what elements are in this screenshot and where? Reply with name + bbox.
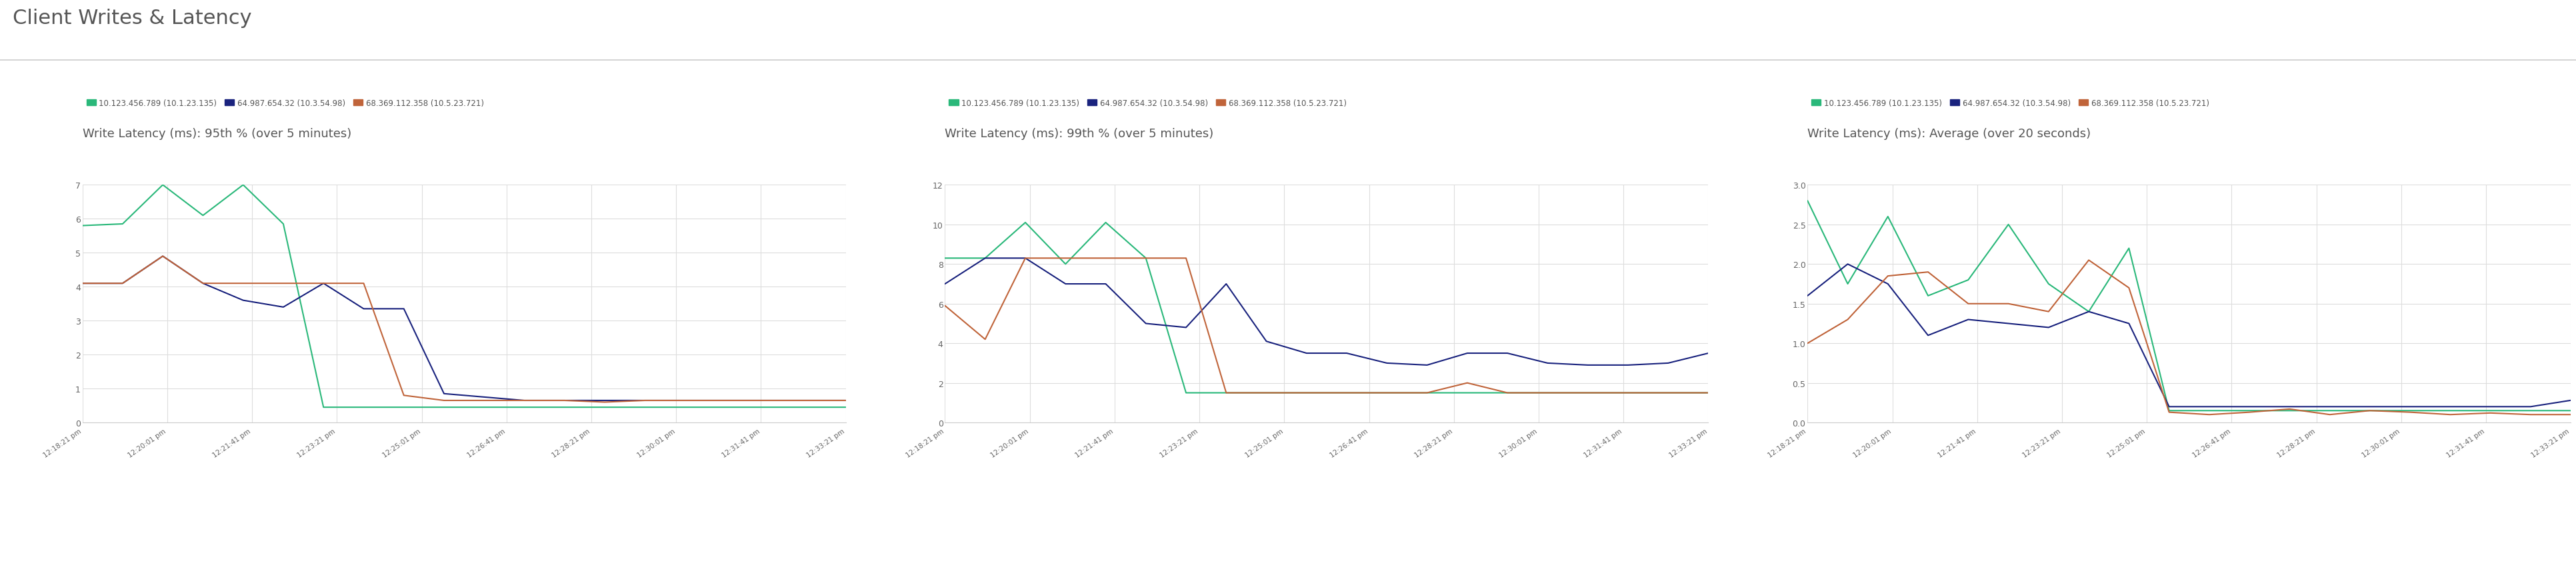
Text: Write Latency (ms): 99th % (over 5 minutes): Write Latency (ms): 99th % (over 5 minut… — [945, 128, 1213, 140]
Legend: 10.123.456.789 (10.1.23.135), 64.987.654.32 (10.3.54.98), 68.369.112.358 (10.5.2: 10.123.456.789 (10.1.23.135), 64.987.654… — [88, 99, 484, 108]
Text: Write Latency (ms): Average (over 20 seconds): Write Latency (ms): Average (over 20 sec… — [1808, 128, 2092, 140]
Text: Write Latency (ms): 95th % (over 5 minutes): Write Latency (ms): 95th % (over 5 minut… — [82, 128, 350, 140]
Legend: 10.123.456.789 (10.1.23.135), 64.987.654.32 (10.3.54.98), 68.369.112.358 (10.5.2: 10.123.456.789 (10.1.23.135), 64.987.654… — [948, 99, 1347, 108]
Text: Client Writes & Latency: Client Writes & Latency — [13, 9, 252, 28]
Legend: 10.123.456.789 (10.1.23.135), 64.987.654.32 (10.3.54.98), 68.369.112.358 (10.5.2: 10.123.456.789 (10.1.23.135), 64.987.654… — [1811, 99, 2210, 108]
